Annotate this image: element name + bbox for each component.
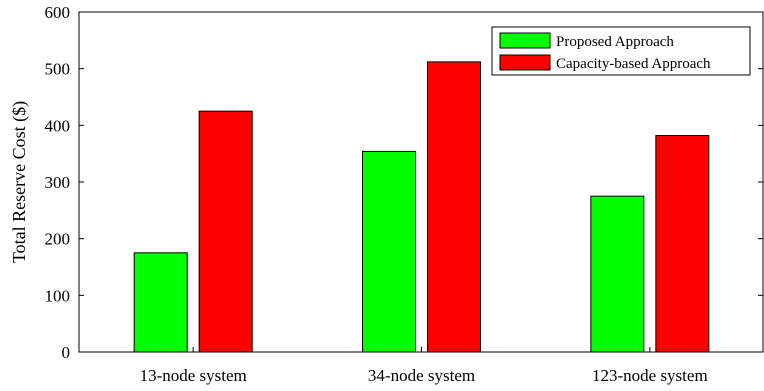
y-tick-label: 500 (45, 60, 71, 79)
bars-layer (133, 61, 710, 353)
legend-swatch (499, 32, 551, 49)
y-tick-label: 200 (45, 230, 71, 249)
bar-capacity-based-1 (427, 61, 481, 353)
bar-proposed-0 (133, 252, 188, 353)
y-tick-label: 600 (45, 3, 71, 22)
y-tick-label: 300 (45, 173, 71, 192)
y-axis: 0 100 200 300 400 500 600 (45, 3, 763, 362)
x-axis: 13-node system 34-node system 123-node sys… (140, 347, 708, 385)
y-tick-label: 400 (45, 116, 71, 135)
bar-capacity-based-0 (198, 110, 253, 353)
bar-proposed-2 (590, 195, 645, 353)
x-tick-label: 13-node system (140, 366, 247, 385)
bar-capacity-based-2 (655, 135, 710, 353)
x-tick-label: 123-node system (592, 366, 708, 385)
y-tick-label: 100 (45, 286, 71, 305)
y-axis-label: Total Reserve Cost ($) (9, 101, 30, 263)
legend-swatch (499, 54, 551, 71)
legend-label: Capacity-based Approach (556, 56, 711, 72)
legend-label: Proposed Approach (556, 34, 674, 50)
legend: Proposed Approach Capacity-based Approach (491, 26, 751, 76)
bar-proposed-1 (362, 150, 416, 353)
y-tick-label: 0 (62, 343, 71, 362)
x-tick-label: 34-node system (368, 366, 475, 385)
